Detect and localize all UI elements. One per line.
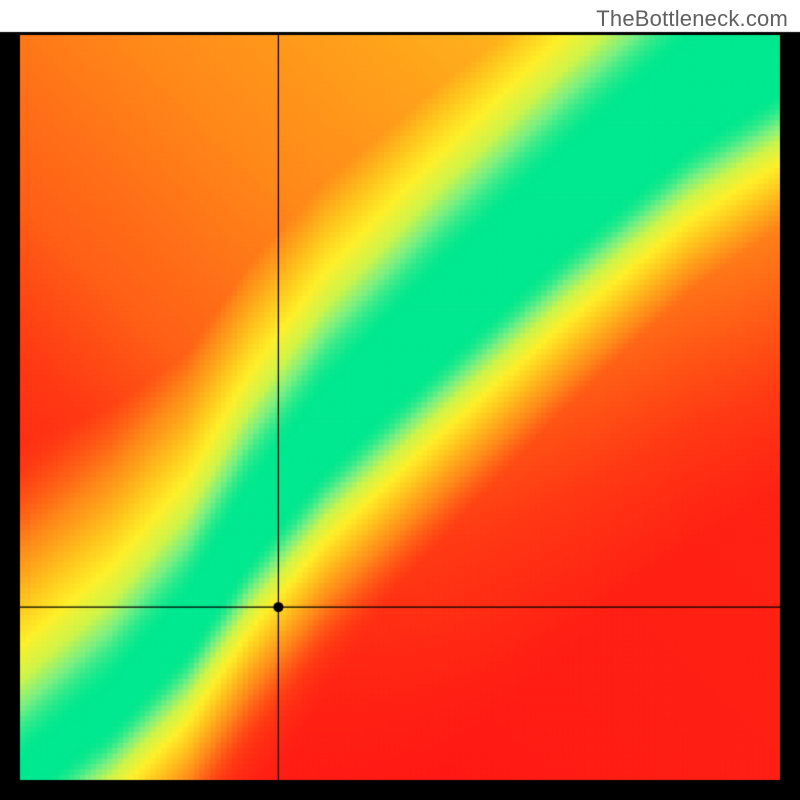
heatmap-canvas — [0, 0, 800, 800]
watermark-text: TheBottleneck.com — [596, 6, 788, 32]
chart-container: TheBottleneck.com — [0, 0, 800, 800]
